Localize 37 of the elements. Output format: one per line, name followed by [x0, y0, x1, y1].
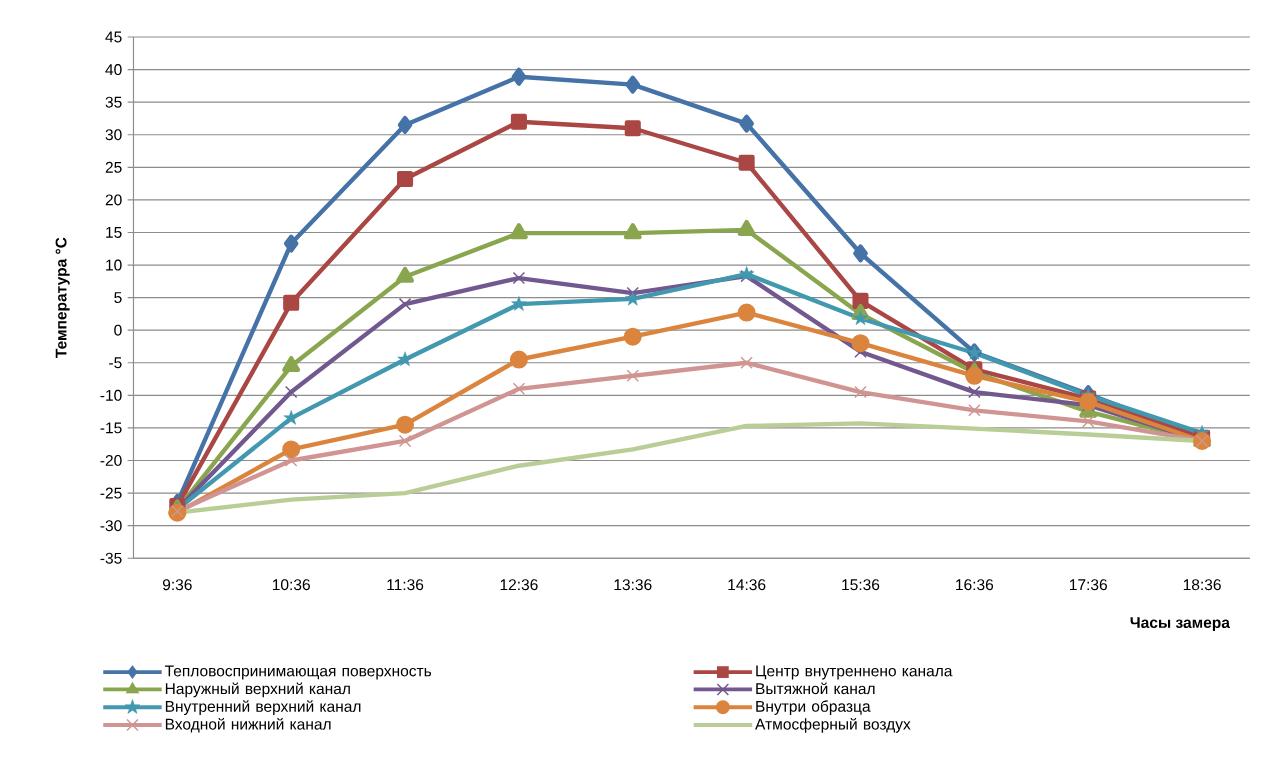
legend-label: Центр внутреннено канала — [756, 665, 953, 680]
x-tick-label: 9:36 — [162, 579, 192, 591]
x-tick-label: 14:36 — [728, 579, 766, 591]
x-tick-label: 15:36 — [842, 579, 880, 591]
legend-label: Атмосферный воздух — [755, 717, 911, 733]
y-axis-title: Температура °C — [55, 237, 70, 358]
y-tick-label: 10 — [106, 259, 122, 271]
y-tick-label: -30 — [100, 520, 122, 531]
x-tick-label: 17:36 — [1069, 579, 1107, 591]
y-tick-label: -35 — [100, 552, 122, 564]
y-tick-label: 0 — [114, 324, 122, 336]
y-tick-label: 15 — [106, 226, 122, 238]
y-tick-label: 25 — [105, 161, 122, 173]
y-tick-label: -20 — [100, 454, 122, 466]
y-tick-label: -25 — [100, 487, 122, 499]
y-tick-label: 5 — [114, 292, 122, 303]
y-tick-label: -10 — [100, 389, 122, 401]
y-tick-label: 35 — [105, 96, 122, 108]
legend-label: Наружный верхний канал — [165, 682, 350, 698]
legend-label: Вытяжной канал — [756, 682, 875, 695]
y-tick-label: 20 — [105, 194, 122, 206]
y-tick-label: -15 — [100, 422, 122, 434]
legend-label: Внутренний верхний канал — [165, 700, 361, 715]
x-tick-label: 16:36 — [956, 579, 994, 591]
x-tick-label: 11:36 — [387, 579, 424, 591]
x-tick-label: 13:36 — [614, 579, 652, 591]
y-tick-label: -5 — [109, 357, 122, 369]
x-tick-label: 10:36 — [272, 579, 310, 591]
y-tick-label: 40 — [105, 63, 122, 75]
legend-label: Тепловоспринимающая поверхность — [164, 665, 432, 680]
x-tick-label: 18:36 — [1183, 579, 1221, 591]
legend-label: Входной нижний канал — [165, 717, 331, 733]
x-axis-title: Часы замера — [1130, 617, 1231, 631]
y-tick-label: 45 — [105, 31, 122, 43]
y-tick-label: 30 — [105, 129, 122, 141]
legend-label: Внутри образца — [756, 700, 871, 715]
x-tick-label: 12:36 — [500, 579, 538, 591]
